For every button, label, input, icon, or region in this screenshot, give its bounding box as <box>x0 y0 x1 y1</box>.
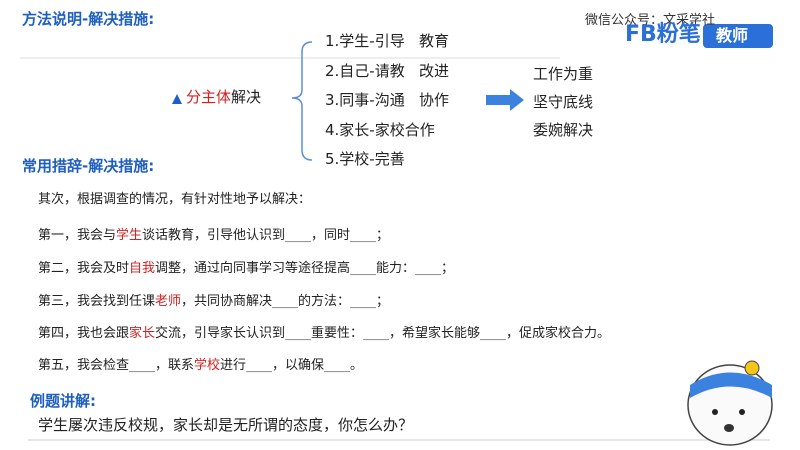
list-item: 4.家长-家校合作 <box>325 120 435 139</box>
section-title: 方法说明-解决措施: <box>22 10 155 28</box>
list-item: 3.同事-沟通 协作 <box>325 91 450 109</box>
phrase-line: 第五，我会检查____，联系学校进行____，以确保____。 <box>38 359 363 372</box>
logo-box <box>703 24 773 48</box>
mascot <box>687 360 773 446</box>
phrase-text: 进行____，以确保____。 <box>220 358 364 373</box>
phrase-text: ，共同协商解决____的方法：____； <box>181 294 390 309</box>
phrase-text: 第一，我会与 <box>38 228 117 243</box>
bracket <box>291 41 313 161</box>
highlight: 学生 <box>116 228 143 243</box>
logo: FB粉笔 <box>625 22 701 47</box>
highlight: 学校 <box>194 358 221 373</box>
list-item: 2.自己-请教 改进 <box>325 61 450 80</box>
watermark: 微信公众号：文采学社 <box>585 13 716 28</box>
method-label: 分主体解决 <box>186 90 261 105</box>
logo-tag: 教师 <box>716 26 749 45</box>
phrase-text: 谈话教育，引导他认识到____，同时____； <box>142 228 390 243</box>
phrase-line: 第四，我也会跟家长交流，引导家长认识到____重要性：____，希望家长能够__… <box>38 327 610 340</box>
phrase-text: 调整，通过向同事学习等途径提高____能力：____； <box>155 261 455 276</box>
list-item: 1.学生-引导 教育 <box>325 32 450 50</box>
highlight: 老师 <box>155 294 182 309</box>
phrase-text: 其次，根据调查的情况，有针对性地予以解决： <box>38 192 312 207</box>
phrase-text: 第三，我会找到任课 <box>38 294 156 309</box>
phrase-text: 第二，我会及时 <box>38 261 130 276</box>
phrase-text: 交流，引导家长认识到____重要性：____，希望家长能够____，促成家校合力… <box>155 326 611 341</box>
phrase-line: 第三，我会找到任课老师，共同协商解决____的方法：____； <box>38 295 389 308</box>
question: 学生屡次违反校规，家长却是无所谓的态度，你怎么办？ <box>38 416 414 434</box>
phrase-line: 第一，我会与学生谈话教育，引导他认识到____，同时____； <box>38 229 389 242</box>
highlight: 家长 <box>129 326 156 341</box>
section-title: 常用措辞-解决措施: <box>22 157 155 175</box>
triangle-icon <box>172 94 182 104</box>
phrase-text: 第四，我也会跟 <box>38 326 130 341</box>
outcome: 委婉解决 <box>533 121 594 139</box>
phrase-line: 第二，我会及时自我调整，通过向同事学习等途径提高____能力：____； <box>38 262 454 275</box>
phrase-line: 其次，根据调查的情况，有针对性地予以解决： <box>38 193 311 206</box>
highlight: 自我 <box>129 261 156 276</box>
section-title: 例题讲解: <box>30 392 96 410</box>
label-highlight: 分主体 <box>186 88 232 106</box>
phrase-text: 第五，我会检查____，联系 <box>38 358 195 373</box>
outcome: 工作为重 <box>533 65 594 83</box>
arrow <box>486 89 524 111</box>
label-text: 解决 <box>231 88 262 106</box>
list-item: 5.学校-完善 <box>325 150 405 168</box>
outcome: 坚守底线 <box>533 93 594 111</box>
